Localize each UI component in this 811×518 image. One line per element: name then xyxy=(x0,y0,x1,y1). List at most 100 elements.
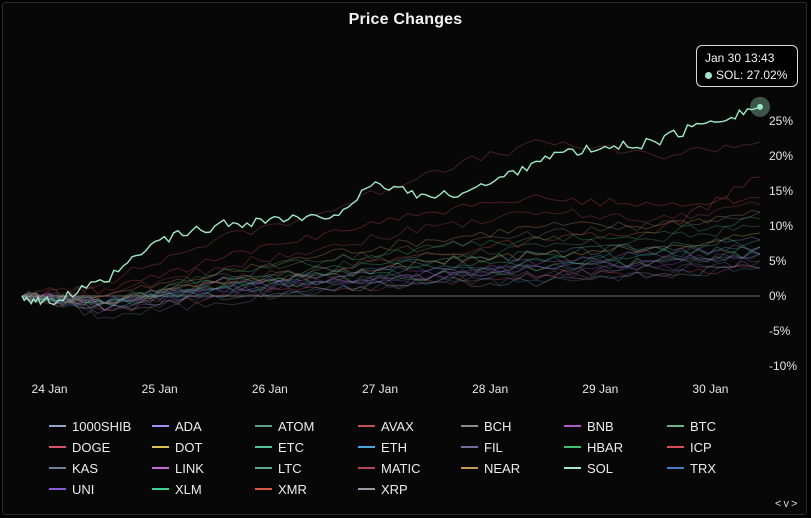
series-line-bch[interactable] xyxy=(21,211,761,306)
legend-item-etc[interactable]: ETC xyxy=(255,437,358,457)
legend-item-1000shib[interactable]: 1000SHIB xyxy=(49,416,152,436)
x-tick-label: 30 Jan xyxy=(692,382,728,396)
series-line-fil[interactable] xyxy=(21,249,761,313)
legend-item-icp[interactable]: ICP xyxy=(667,437,770,457)
legend-item-near[interactable]: NEAR xyxy=(461,458,564,478)
legend-item-uni[interactable]: UNI xyxy=(49,479,152,499)
pager-next-button[interactable]: > xyxy=(790,498,800,510)
x-tick-label: 29 Jan xyxy=(582,382,618,396)
legend-item-kas[interactable]: KAS xyxy=(49,458,152,478)
legend-swatch xyxy=(152,467,169,469)
series-line-matic[interactable] xyxy=(21,201,761,302)
legend-item-eth[interactable]: ETH xyxy=(358,437,461,457)
legend-label: ADA xyxy=(175,418,202,434)
tooltip-series-dot xyxy=(705,71,712,79)
series-line-atom[interactable] xyxy=(21,224,761,307)
legend-item-ltc[interactable]: LTC xyxy=(255,458,358,478)
legend-item-doge[interactable]: DOGE xyxy=(49,437,152,457)
legend-label: UNI xyxy=(72,481,95,497)
legend-label: TRX xyxy=(690,460,716,476)
legend-label: ATOM xyxy=(278,418,315,434)
series-line-doge[interactable] xyxy=(21,265,761,312)
legend-item-ada[interactable]: ADA xyxy=(152,416,255,436)
legend-item-xlm[interactable]: XLM xyxy=(152,479,255,499)
legend-pager: <v> xyxy=(775,498,799,510)
legend-label: XMR xyxy=(278,481,307,497)
legend-item-atom[interactable]: ATOM xyxy=(255,416,358,436)
legend-label: ETH xyxy=(381,439,407,455)
y-tick-label: -5% xyxy=(769,324,791,338)
legend-swatch xyxy=(564,425,581,427)
legend-swatch xyxy=(358,425,375,427)
series-line-1000shib[interactable] xyxy=(21,236,761,311)
legend-swatch xyxy=(358,467,375,469)
legend-item-sol[interactable]: SOL xyxy=(564,458,667,478)
legend-label: BNB xyxy=(587,418,614,434)
series-line-icp[interactable] xyxy=(21,194,761,298)
legend-swatch xyxy=(461,467,478,469)
legend-item-btc[interactable]: BTC xyxy=(667,416,770,436)
series-line-etc[interactable] xyxy=(21,236,761,304)
series-line-xlm[interactable] xyxy=(21,244,761,307)
legend-item-bch[interactable]: BCH xyxy=(461,416,564,436)
legend-swatch xyxy=(152,425,169,427)
tooltip-time: Jan 30 13:43 xyxy=(705,51,775,65)
legend-item-bnb[interactable]: BNB xyxy=(564,416,667,436)
legend-item-fil[interactable]: FIL xyxy=(461,437,564,457)
series-line-avax[interactable] xyxy=(21,139,761,299)
legend-label: BTC xyxy=(690,418,716,434)
legend-item-link[interactable]: LINK xyxy=(152,458,255,478)
series-line-link[interactable] xyxy=(21,244,761,306)
series-line-uni[interactable] xyxy=(21,253,761,305)
legend-label: KAS xyxy=(72,460,99,476)
legend-swatch xyxy=(461,446,478,448)
legend-label: XLM xyxy=(175,481,202,497)
legend-swatch xyxy=(667,446,684,448)
series-line-trx[interactable] xyxy=(21,265,761,306)
legend-label: LTC xyxy=(278,460,302,476)
series-line-ltc[interactable] xyxy=(21,252,761,305)
series-line-eth[interactable] xyxy=(21,246,761,306)
legend-item-avax[interactable]: AVAX xyxy=(358,416,461,436)
legend-item-hbar[interactable]: HBAR xyxy=(564,437,667,457)
series-line-bnb[interactable] xyxy=(21,260,761,305)
series-line-xmr[interactable] xyxy=(21,176,761,305)
legend-swatch xyxy=(152,488,169,490)
series-line-hbar[interactable] xyxy=(21,216,761,306)
chart-title: Price Changes xyxy=(348,11,463,28)
series-line-btc[interactable] xyxy=(21,250,761,306)
series-line-xrp[interactable] xyxy=(21,263,761,312)
legend-label: SOL xyxy=(587,460,614,476)
series-line-dot[interactable] xyxy=(22,232,761,304)
pager-prev-button[interactable]: < xyxy=(775,498,784,510)
x-tick-label: 25 Jan xyxy=(142,382,178,396)
series-line-kas[interactable] xyxy=(21,256,761,320)
legend-swatch xyxy=(358,488,375,490)
tooltip-value: SOL: 27.02% xyxy=(716,68,788,82)
legend-swatch xyxy=(667,467,684,469)
legend-swatch xyxy=(255,467,272,469)
y-tick-label: 20% xyxy=(769,149,793,163)
legend-label: ETC xyxy=(278,439,304,455)
series-line-near[interactable] xyxy=(21,209,761,301)
x-tick-label: 26 Jan xyxy=(252,382,288,396)
legend-item-dot[interactable]: DOT xyxy=(152,437,255,457)
series-line-ada[interactable] xyxy=(21,251,761,314)
y-tick-label: 5% xyxy=(769,254,787,268)
legend-label: DOT xyxy=(175,439,203,455)
legend-item-xmr[interactable]: XMR xyxy=(255,479,358,499)
y-tick-label: 25% xyxy=(769,114,793,128)
legend-item-trx[interactable]: TRX xyxy=(667,458,770,478)
series-line-sol[interactable] xyxy=(21,106,761,306)
legend-swatch xyxy=(152,446,169,448)
chart-legend: 1000SHIB ADA ATOM AVAX BCH BNB BTC DOGE DOT ETC ET… xyxy=(49,416,769,499)
pager-down-button[interactable]: v xyxy=(783,498,791,510)
legend-label: MATIC xyxy=(381,460,421,476)
legend-item-matic[interactable]: MATIC xyxy=(358,458,461,478)
legend-swatch xyxy=(667,425,684,427)
legend-swatch xyxy=(461,425,478,427)
legend-swatch xyxy=(49,467,66,469)
legend-item-xrp[interactable]: XRP xyxy=(358,479,461,499)
